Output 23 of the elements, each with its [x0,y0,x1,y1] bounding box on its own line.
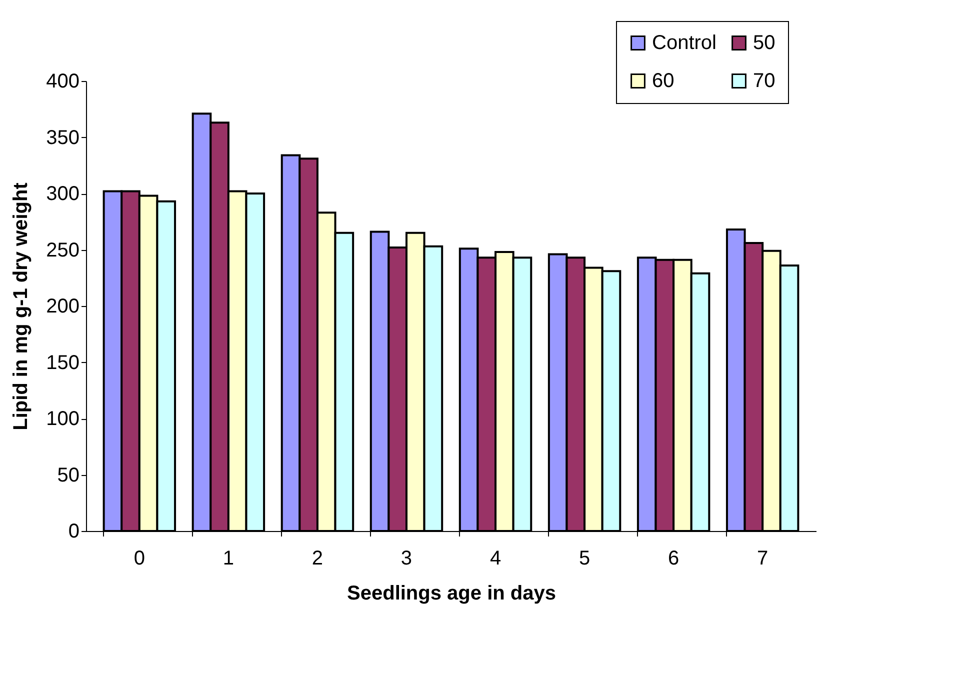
y-tick-label: 250 [46,239,80,262]
y-tick-label: 300 [46,183,80,205]
x-tick-label: 0 [134,548,145,570]
x-tick-label: 7 [757,548,768,570]
x-tick-label: 2 [312,548,324,570]
y-tick-label: 350 [46,126,80,149]
x-tick-label: 1 [222,548,234,570]
y-tick-label: 200 [46,296,80,318]
legend-label: 70 [753,70,776,92]
y-tick-label: 0 [68,520,80,542]
legend-label: Control [652,32,716,54]
legend-label: 60 [652,70,674,92]
x-tick-label: 6 [668,548,680,570]
x-tick-label: 4 [490,548,502,570]
x-tick-label: 3 [400,548,412,570]
x-tick-label: 5 [578,548,590,570]
legend-label: 50 [753,32,776,54]
y-tick-label: 100 [46,408,80,430]
x-axis-title: Seedlings age in days [347,582,556,604]
y-tick-label: 50 [57,464,80,486]
y-axis-title: Lipid in mg g-1 dry weight [10,182,32,430]
y-tick-label: 400 [46,70,80,92]
y-tick-label: 150 [46,352,80,374]
